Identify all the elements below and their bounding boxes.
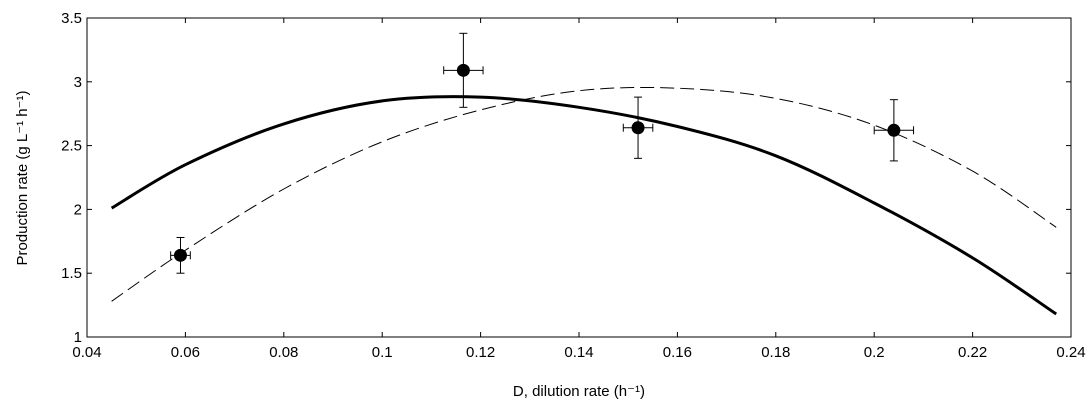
y-tick-label: 1 bbox=[74, 329, 82, 346]
fit-curve-dashed bbox=[111, 86, 1057, 302]
y-tick-label: 3 bbox=[74, 74, 82, 91]
y-tick-label: 2.5 bbox=[61, 138, 82, 155]
x-tick-label: 0.14 bbox=[564, 344, 593, 361]
x-tick-label: 0.22 bbox=[958, 344, 987, 361]
x-tick-label: 0.06 bbox=[171, 344, 200, 361]
y-tick-label: 1.5 bbox=[61, 265, 82, 282]
x-tick-label: 0.1 bbox=[372, 344, 393, 361]
fit-curves bbox=[110, 86, 1058, 316]
x-tick-label: 0.18 bbox=[761, 344, 790, 361]
point-marker bbox=[887, 123, 901, 137]
y-tick-label: 3.5 bbox=[61, 10, 82, 27]
x-tick-label: 0.12 bbox=[466, 344, 495, 361]
data-point bbox=[443, 32, 484, 108]
data-point bbox=[170, 236, 191, 274]
data-point bbox=[622, 96, 654, 159]
plot-frame bbox=[86, 17, 1072, 338]
y-tick-label: 2 bbox=[74, 201, 82, 218]
x-tick-label: 0.08 bbox=[269, 344, 298, 361]
data-point bbox=[873, 99, 915, 162]
fit-curve-solid bbox=[110, 95, 1058, 316]
x-tick-label: 0.04 bbox=[72, 344, 101, 361]
axis-ticks: 0.04 0.06 0.08 0.1 0.12 0.14 0.16 0.18 0.2 0.22 0.… bbox=[61, 10, 1085, 361]
y-axis-title: Production rate (g L⁻¹ h⁻¹) bbox=[14, 90, 31, 265]
x-axis-title: D, dilution rate (h⁻¹) bbox=[513, 383, 645, 400]
x-tick-label: 0.16 bbox=[663, 344, 692, 361]
point-marker bbox=[173, 248, 187, 262]
point-marker bbox=[456, 63, 470, 77]
data-points bbox=[170, 32, 915, 274]
x-tick-label: 0.24 bbox=[1056, 344, 1085, 361]
x-tick-label: 0.2 bbox=[864, 344, 885, 361]
point-marker bbox=[631, 121, 645, 135]
